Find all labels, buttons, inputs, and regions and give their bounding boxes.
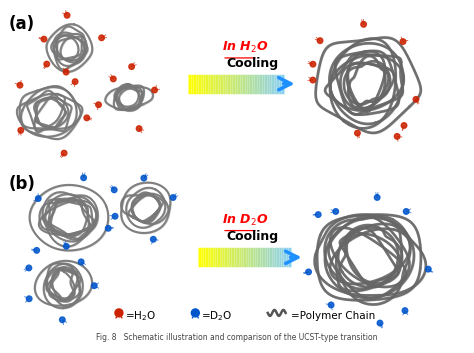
Circle shape — [191, 309, 199, 317]
Text: (b): (b) — [9, 175, 36, 193]
Circle shape — [41, 36, 47, 42]
Circle shape — [34, 247, 39, 253]
Circle shape — [401, 123, 407, 128]
Circle shape — [310, 77, 316, 83]
Circle shape — [394, 134, 400, 139]
Circle shape — [27, 296, 32, 301]
Circle shape — [81, 175, 86, 180]
Text: In H$_2$O: In H$_2$O — [222, 40, 269, 55]
Text: =H$_2$O: =H$_2$O — [125, 309, 156, 323]
Text: (a): (a) — [9, 15, 35, 33]
Text: =D$_2$O: =D$_2$O — [201, 309, 233, 323]
Circle shape — [333, 209, 338, 214]
Circle shape — [403, 209, 409, 214]
Text: In D$_2$O: In D$_2$O — [222, 213, 269, 228]
Circle shape — [426, 267, 431, 272]
Circle shape — [99, 35, 104, 41]
Circle shape — [60, 317, 65, 323]
Circle shape — [112, 214, 118, 219]
Circle shape — [152, 87, 157, 93]
Circle shape — [170, 195, 176, 200]
Circle shape — [17, 82, 23, 88]
Circle shape — [151, 237, 156, 242]
Circle shape — [317, 38, 323, 43]
Circle shape — [306, 269, 311, 275]
Circle shape — [64, 244, 69, 249]
Circle shape — [361, 22, 366, 27]
Circle shape — [413, 97, 419, 102]
Text: Fig. 8   Schematic illustration and comparison of the UCST-type transition: Fig. 8 Schematic illustration and compar… — [96, 333, 378, 342]
Circle shape — [96, 102, 101, 107]
Circle shape — [355, 130, 360, 136]
Circle shape — [310, 61, 316, 67]
Circle shape — [315, 212, 321, 217]
Text: Cooling: Cooling — [226, 229, 278, 243]
Circle shape — [78, 259, 84, 265]
Circle shape — [115, 309, 123, 317]
Circle shape — [137, 126, 142, 131]
Circle shape — [377, 320, 383, 326]
Bar — [2, 325, 472, 352]
Circle shape — [73, 79, 78, 84]
Circle shape — [84, 115, 90, 121]
Circle shape — [402, 308, 408, 313]
Circle shape — [44, 61, 49, 67]
Circle shape — [400, 39, 406, 44]
Text: =Polymer Chain: =Polymer Chain — [291, 311, 375, 321]
Text: Cooling: Cooling — [226, 57, 278, 70]
Circle shape — [64, 13, 70, 18]
Circle shape — [328, 302, 334, 308]
Circle shape — [91, 283, 97, 288]
Circle shape — [105, 226, 111, 231]
Circle shape — [129, 64, 135, 70]
Circle shape — [141, 175, 146, 181]
Circle shape — [61, 150, 67, 156]
Circle shape — [110, 76, 116, 82]
Circle shape — [36, 196, 41, 201]
Circle shape — [111, 187, 117, 193]
Circle shape — [374, 195, 380, 200]
Circle shape — [18, 127, 24, 133]
Circle shape — [26, 265, 32, 271]
Circle shape — [64, 69, 69, 75]
